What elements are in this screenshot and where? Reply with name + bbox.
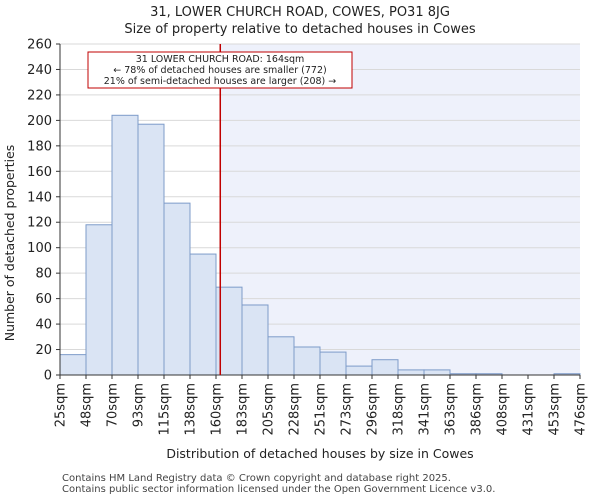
y-tick-label: 20	[35, 343, 52, 358]
y-tick-label: 220	[27, 88, 52, 103]
bar-341sqm	[423, 369, 451, 376]
highlight-region	[220, 44, 580, 375]
x-tick-label: 408sqm	[496, 383, 511, 436]
bar-115sqm	[163, 202, 191, 376]
footer-line-1: Contains HM Land Registry data © Crown c…	[62, 473, 451, 484]
bar-205sqm	[267, 336, 295, 376]
y-tick-label: 40	[35, 318, 52, 333]
x-tick-label: 296sqm	[366, 383, 381, 436]
y-tick-label: 100	[27, 241, 52, 256]
y-tick-label: 60	[35, 292, 52, 307]
x-tick-label: 138sqm	[184, 383, 199, 436]
bar-318sqm	[397, 369, 425, 376]
x-tick-label: 183sqm	[236, 383, 251, 436]
annotation-line2: ← 78% of detached houses are smaller (77…	[113, 65, 326, 76]
annotation-box	[87, 51, 353, 89]
x-tick-label: 251sqm	[314, 383, 329, 436]
bar-25sqm	[59, 354, 87, 376]
x-tick-label: 25sqm	[54, 383, 69, 427]
x-tick-label: 363sqm	[444, 383, 459, 436]
bar-296sqm	[371, 359, 399, 376]
chart-subtitle: Size of property relative to detached ho…	[124, 22, 476, 37]
x-tick-label: 160sqm	[210, 383, 225, 436]
x-tick-label: 453sqm	[548, 383, 563, 436]
x-tick-label: 476sqm	[574, 383, 589, 436]
y-tick-label: 160	[27, 165, 52, 180]
bar-183sqm	[241, 304, 269, 376]
annotation-line3: 21% of semi-detached houses are larger (…	[104, 76, 337, 87]
x-axis-label: Distribution of detached houses by size …	[166, 446, 473, 461]
bar-138sqm	[189, 253, 217, 376]
bar-93sqm	[137, 123, 165, 376]
y-tick-label: 80	[35, 267, 52, 282]
y-tick-label: 0	[44, 369, 52, 384]
y-tick-label: 180	[27, 139, 52, 154]
x-tick-label: 48sqm	[80, 383, 95, 427]
x-tick-label: 341sqm	[418, 383, 433, 436]
y-axis-label: Number of detached properties	[2, 145, 17, 342]
y-tick-label: 200	[27, 114, 52, 129]
x-tick-label: 318sqm	[392, 383, 407, 436]
x-tick-label: 386sqm	[470, 383, 485, 436]
y-tick-label: 260	[27, 38, 52, 53]
chart-title: 31, LOWER CHURCH ROAD, COWES, PO31 8JG	[150, 5, 450, 20]
bar-228sqm	[293, 346, 321, 376]
x-tick-label: 431sqm	[522, 383, 537, 436]
bar-48sqm	[85, 224, 113, 376]
x-tick-label: 93sqm	[132, 383, 147, 427]
bar-251sqm	[319, 351, 347, 376]
annotation-line1: 31 LOWER CHURCH ROAD: 164sqm	[136, 54, 305, 65]
bar-273sqm	[345, 365, 373, 376]
y-tick-label: 120	[27, 216, 52, 231]
y-tick-label: 140	[27, 190, 52, 205]
bar-70sqm	[111, 114, 139, 376]
y-tick-label: 240	[27, 63, 52, 78]
x-tick-label: 228sqm	[288, 383, 303, 436]
x-tick-label: 115sqm	[158, 383, 173, 436]
footer-line-2: Contains public sector information licen…	[62, 484, 496, 495]
x-tick-label: 273sqm	[340, 383, 355, 436]
x-tick-label: 205sqm	[262, 383, 277, 436]
x-tick-label: 70sqm	[106, 383, 121, 427]
